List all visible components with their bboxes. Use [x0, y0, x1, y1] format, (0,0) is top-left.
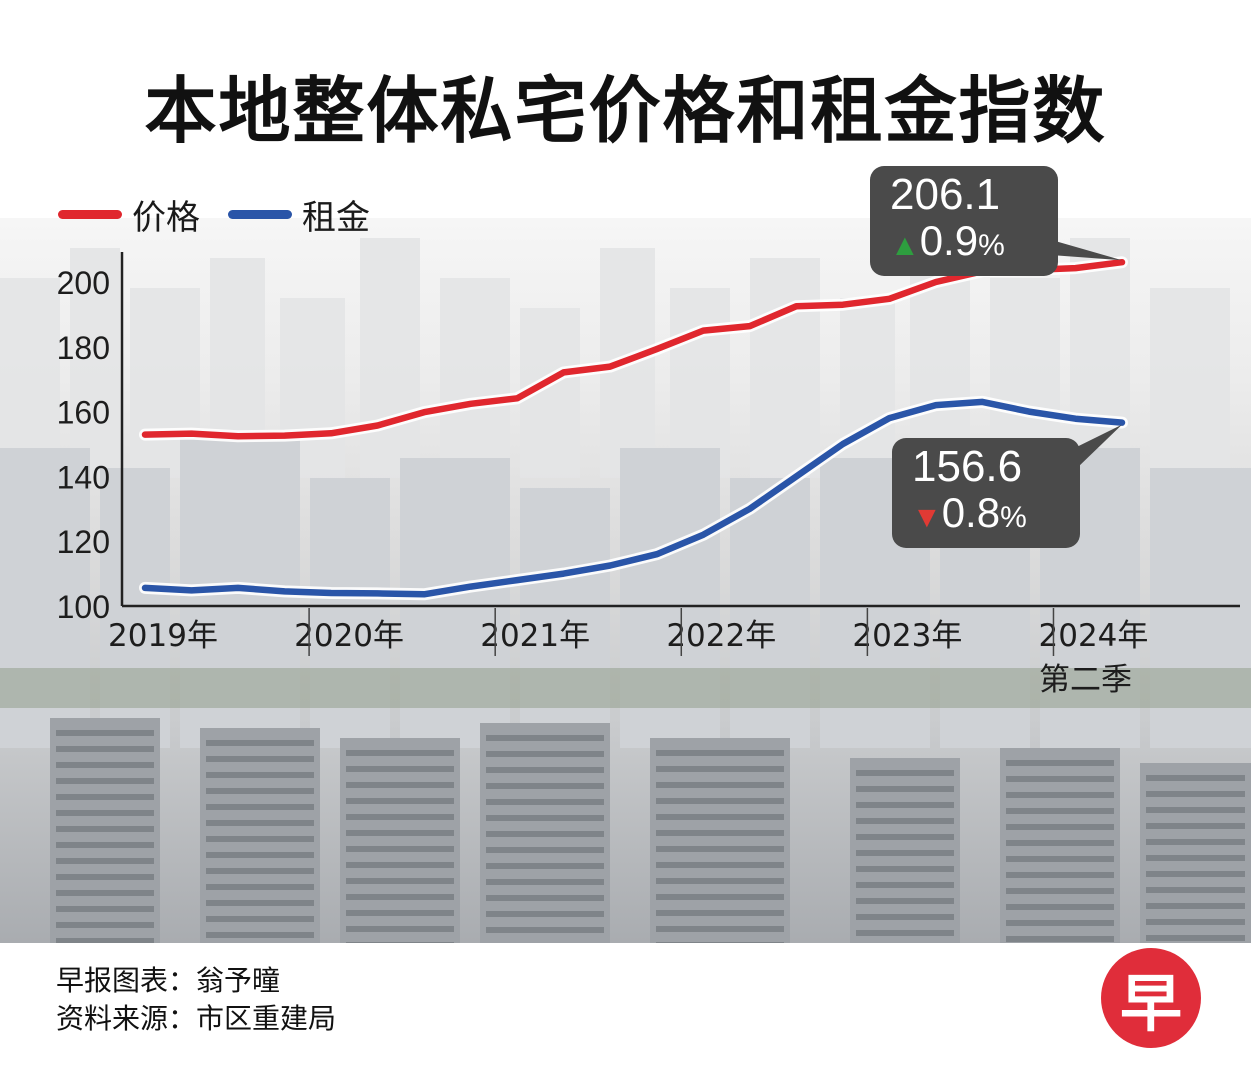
y-tick-label: 180	[57, 330, 110, 366]
rent-callout-unit: %	[1000, 501, 1027, 534]
price-callout-unit: %	[978, 229, 1005, 262]
rent-callout-change: 0.8	[941, 489, 1001, 536]
background-photo	[0, 218, 1251, 943]
x-tick-label: 2023年	[852, 618, 962, 654]
series-line-rent	[141, 398, 1126, 598]
series-halo-price	[139, 256, 1128, 443]
y-tick-label: 100	[57, 589, 110, 625]
up-arrow-icon: ▲	[890, 229, 920, 262]
y-tick-label: 200	[57, 265, 110, 301]
legend-label-price: 价格	[132, 198, 200, 238]
legend-label-rent: 租金	[302, 198, 370, 238]
legend-item-rent: 租金	[228, 190, 370, 239]
legend-swatch-rent	[228, 210, 292, 219]
y-tick-label: 160	[57, 395, 110, 431]
y-tick-label: 120	[57, 524, 110, 560]
chart-title: 本地整体私宅价格和租金指数	[144, 69, 1107, 153]
rent-callout-value: 156.6	[912, 442, 1023, 491]
series-line-price	[141, 258, 1126, 440]
zaobao-logo: 早	[1101, 948, 1201, 1048]
credit-source: 资料来源：市区重建局	[56, 1002, 337, 1035]
cityscape-illustration	[0, 238, 1251, 943]
x-tick-label: 2021年	[480, 618, 590, 654]
rent-callout: 156.6 ▼0.8%	[892, 438, 1080, 548]
x-tick-label: 2024年	[1039, 618, 1149, 654]
footer-credits: 早报图表：翁予曈 资料来源：市区重建局	[56, 962, 336, 1038]
y-tick-label: 140	[57, 459, 110, 495]
legend-item-price: 价格	[58, 190, 200, 239]
x-tick-sublabel: 第二季	[1039, 662, 1132, 698]
price-callout-value: 206.1	[890, 170, 1001, 219]
x-tick-label: 2019年	[108, 618, 218, 654]
legend-swatch-price	[58, 210, 122, 219]
x-tick-label: 2022年	[666, 618, 776, 654]
logo-glyph: 早	[1119, 967, 1182, 1040]
x-tick-label: 2020年	[294, 618, 404, 654]
price-callout-change: 0.9	[919, 217, 979, 264]
price-callout: 206.1 ▲0.9%	[870, 166, 1058, 276]
down-arrow-icon: ▼	[912, 501, 942, 534]
legend: 价格 租金	[58, 190, 398, 239]
credit-chart: 早报图表：翁予曈	[56, 964, 281, 997]
